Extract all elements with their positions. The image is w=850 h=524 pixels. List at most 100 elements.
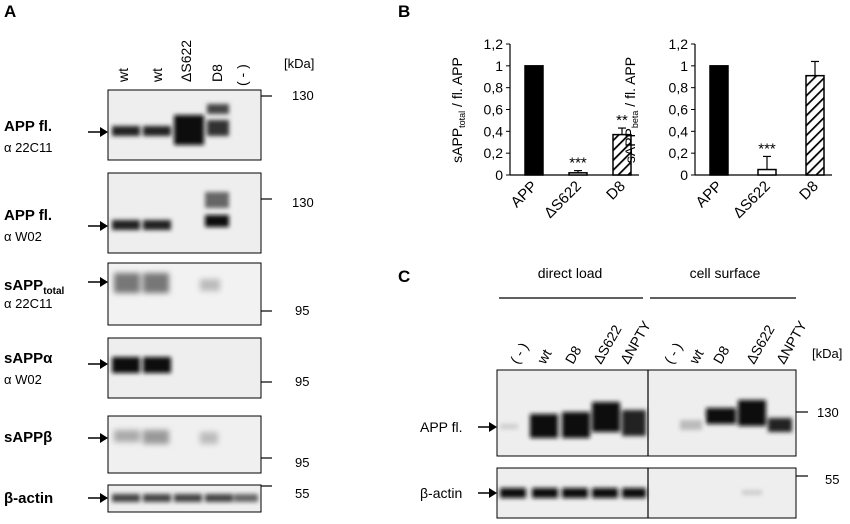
- blot-antibody: α W02: [4, 229, 42, 244]
- bands: [114, 273, 220, 293]
- group-label-direct-load: direct load: [538, 265, 603, 281]
- arrowhead-icon: [489, 488, 497, 498]
- chart-2-ylabel: sAPPbeta / fl. APP: [622, 57, 640, 163]
- bands: [114, 430, 218, 444]
- kda-marker: 130: [817, 405, 839, 420]
- kda-marker: 95: [295, 374, 309, 389]
- category-label: D8: [796, 178, 822, 204]
- ytick-label: 0,2: [669, 145, 689, 161]
- ytick-label: 0,6: [484, 102, 504, 118]
- lane-label: ΔS622: [743, 322, 778, 367]
- panel-a-label: A: [4, 2, 16, 21]
- lane-label: wt: [685, 346, 706, 367]
- lane-label: ΔNPTY: [773, 317, 811, 366]
- category-label: D8: [603, 178, 629, 204]
- blot-name: APP fl.: [420, 419, 463, 435]
- ytick-label: 0,8: [484, 80, 504, 96]
- blot-antibody: α 22C11: [4, 140, 52, 155]
- kda-marker: 95: [295, 455, 309, 470]
- chart-1: sAPPtotal / fl. APP 0 0,2 0,4 0,6 0,8 1 1,2 AP…: [449, 36, 639, 222]
- arrowhead-icon: [100, 221, 108, 231]
- category-label: ΔS622: [730, 178, 774, 222]
- arrowhead-icon: [489, 422, 497, 432]
- bar: [524, 65, 544, 176]
- blot-beta-actin-a: β-actin 55: [4, 484, 309, 513]
- ytick-label: 0,4: [484, 123, 504, 139]
- arrowhead-icon: [100, 277, 108, 287]
- kda-marker: 130: [292, 195, 314, 210]
- chart-2: sAPPbeta / fl. APP 0 0,2 0,4 0,6 0,8 1 1,2 APP…: [622, 36, 832, 222]
- category-label: APP: [508, 178, 541, 211]
- lane-label: D8: [710, 343, 733, 367]
- ytick-label: 1,2: [669, 36, 689, 52]
- kda-marker: 55: [295, 486, 309, 501]
- blot-sapp-total: sAPPtotal α 22C11 95: [4, 262, 309, 326]
- lane-label: ( - ): [234, 64, 250, 86]
- blot-sapp-beta: sAPPβ 95: [4, 415, 309, 474]
- blot-app-fl-22c11: APP fl. α 22C11 130: [4, 88, 314, 161]
- kda-header: [kDa]: [284, 56, 314, 71]
- panel-a-lane-labels: wt wt ΔS622 D8 ( - ): [115, 40, 250, 86]
- blot-name: APP fl.: [4, 118, 52, 135]
- ytick-label: 1: [495, 58, 503, 74]
- blot-app-fl-w02: APP fl. α W02 130: [4, 172, 314, 254]
- blot-sapp-alpha: sAPPα α W02 95: [4, 337, 309, 399]
- ytick-label: 1,2: [484, 36, 504, 52]
- blot-name: β-actin: [420, 485, 462, 501]
- lane-label: D8: [209, 64, 225, 82]
- bands: [112, 357, 171, 373]
- panel-b-label: B: [398, 2, 410, 21]
- bands: [500, 488, 762, 498]
- ytick-label: 0,2: [484, 145, 504, 161]
- blot-c-app-fl: APP fl. 130: [420, 369, 839, 457]
- ytick-label: 0,4: [669, 123, 689, 139]
- blot-name: sAPPtotal: [4, 277, 65, 297]
- lane-label: ( - ): [507, 340, 532, 367]
- bar: [568, 172, 588, 176]
- arrowhead-icon: [100, 433, 108, 443]
- blot-antibody: α 22C11: [4, 296, 52, 311]
- lane-label: D8: [562, 343, 585, 367]
- arrowhead-icon: [100, 127, 108, 137]
- ytick-label: 0: [495, 167, 503, 183]
- chart-2-ytick-labels: 0 0,2 0,4 0,6 0,8 1 1,2: [669, 36, 695, 183]
- arrowhead-icon: [100, 493, 108, 503]
- ytick-label: 0,6: [669, 102, 689, 118]
- significance-label: ***: [758, 140, 776, 157]
- blot-name: sAPPα: [4, 350, 53, 367]
- lane-label: ΔS622: [178, 40, 194, 82]
- chart-1-bars: [524, 65, 632, 176]
- blot-name: sAPPβ: [4, 429, 52, 446]
- category-label: ΔS622: [541, 178, 585, 222]
- bands: [112, 494, 258, 502]
- kda-header: [kDa]: [812, 346, 842, 361]
- lane-label: ( - ): [661, 340, 686, 367]
- lane-label: ΔNPTY: [617, 317, 655, 366]
- ytick-label: 0: [680, 167, 688, 183]
- arrowhead-icon: [100, 359, 108, 369]
- kda-marker: 95: [295, 303, 309, 318]
- ytick-label: 1: [680, 58, 688, 74]
- blot-antibody: α W02: [4, 372, 42, 387]
- category-label: APP: [693, 178, 726, 211]
- panel-c-lane-labels: ( - ) wt D8 ΔS622 ΔNPTY ( - ) wt D8 ΔS62…: [507, 317, 811, 367]
- kda-marker: 55: [825, 472, 839, 487]
- bands: [500, 400, 792, 438]
- significance-label: **: [616, 112, 628, 129]
- bands: [112, 104, 229, 145]
- blot-c-beta-actin: β-actin 55: [420, 467, 839, 519]
- panel-c: C direct load cell surface ( - ) wt D8 Δ…: [398, 265, 842, 519]
- lane-label: wt: [533, 346, 554, 367]
- bar: [709, 65, 729, 176]
- lane-label: wt: [115, 68, 131, 83]
- chart-2-bars: [709, 60, 825, 176]
- chart-1-ytick-labels: 0 0,2 0,4 0,6 0,8 1 1,2: [484, 36, 510, 183]
- blot-name: APP fl.: [4, 207, 52, 224]
- lane-label: wt: [149, 68, 165, 83]
- bar: [757, 168, 777, 176]
- chart-2-category-labels: APP ΔS622 D8: [693, 178, 822, 222]
- kda-marker: 130: [292, 88, 314, 103]
- chart-1-category-labels: APP ΔS622 D8: [508, 178, 629, 222]
- bar: [805, 74, 825, 176]
